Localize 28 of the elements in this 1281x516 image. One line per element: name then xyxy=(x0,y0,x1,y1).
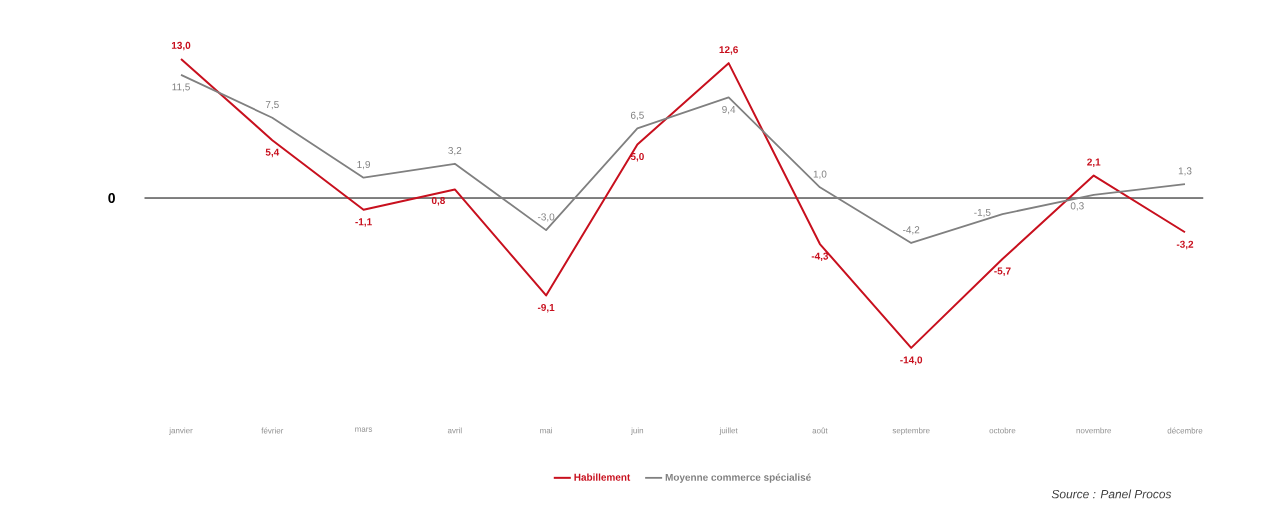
data-label: 12,6 xyxy=(719,46,738,55)
data-label: -3,2 xyxy=(1176,240,1194,250)
data-label: 5,0 xyxy=(630,153,644,162)
data-label: -1,5 xyxy=(974,209,991,218)
data-label: 3,2 xyxy=(448,147,462,156)
data-label: -5,7 xyxy=(994,267,1011,276)
legend-label: Habillement xyxy=(574,473,631,481)
data-label: 11,5 xyxy=(172,83,190,92)
data-label: 7,5 xyxy=(265,101,279,110)
data-label: -3,0 xyxy=(537,213,555,222)
data-label: 0,8 xyxy=(431,196,445,206)
source-note: Source : Panel Procos xyxy=(1051,489,1172,499)
data-label: 5,4 xyxy=(265,148,280,158)
data-label: 9,4 xyxy=(722,105,736,115)
legend-label: Moyenne commerce spécialisé xyxy=(665,473,811,483)
data-label: 0,3 xyxy=(1070,202,1084,211)
data-label: 1,9 xyxy=(357,160,371,170)
data-label: -1,1 xyxy=(355,218,372,227)
data-label: 1,3 xyxy=(1178,167,1192,176)
data-label: 2,1 xyxy=(1087,158,1101,168)
data-label: -4,2 xyxy=(903,226,920,235)
data-label: -14,0 xyxy=(900,356,923,365)
data-label: 6,5 xyxy=(630,111,644,120)
ref-line-label: 0 xyxy=(108,193,115,203)
data-label: -9,1 xyxy=(537,303,555,313)
data-label: 13,0 xyxy=(171,41,191,51)
data-label: -4,3 xyxy=(811,252,829,262)
data-label: 1,0 xyxy=(813,170,827,179)
